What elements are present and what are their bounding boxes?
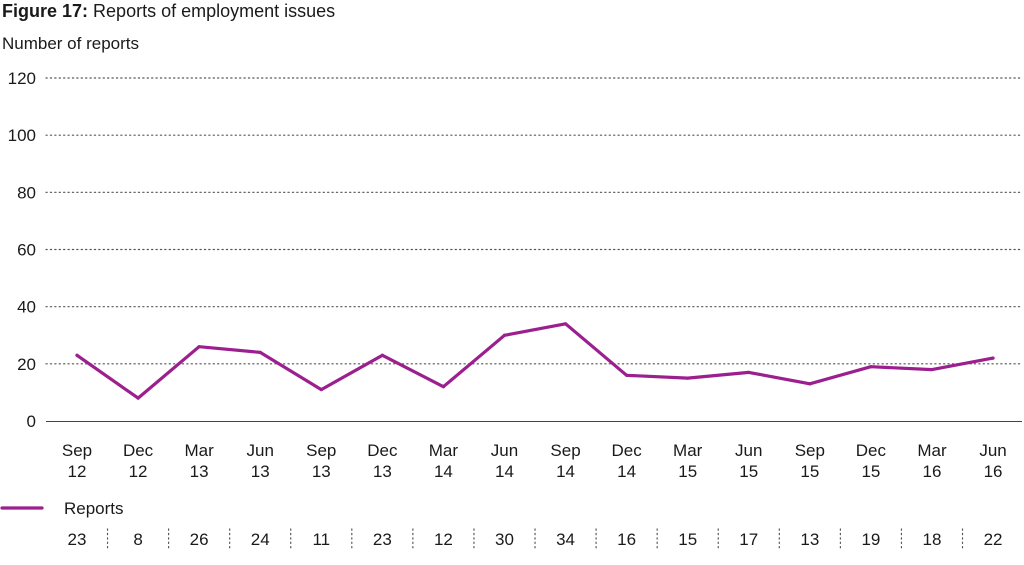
data-table-value: 8 — [133, 530, 142, 549]
data-point — [625, 373, 629, 377]
data-point — [869, 365, 873, 369]
data-point — [930, 367, 934, 372]
x-tick-label: Mar 16 — [917, 441, 947, 481]
x-tick-label: Mar 14 — [429, 441, 459, 481]
data-table-value: 34 — [556, 530, 575, 549]
x-tick-label: Jun 15 — [735, 441, 762, 481]
data-table-value: 17 — [739, 530, 758, 549]
data-point — [808, 382, 812, 386]
x-tick-label: Dec 14 — [612, 441, 643, 481]
data-point — [563, 322, 568, 326]
x-tick-label: Dec 12 — [123, 441, 154, 481]
data-point — [991, 356, 995, 360]
x-tick-label: Sep 13 — [306, 441, 336, 481]
x-tick-label: Dec 15 — [856, 441, 887, 481]
data-point — [747, 370, 751, 375]
y-tick-label-60: 60 — [17, 241, 36, 260]
x-tick-label: Mar 13 — [184, 441, 214, 481]
series-line-reports — [75, 322, 995, 400]
data-table-value: 23 — [373, 530, 392, 549]
data-table-value: 30 — [495, 530, 514, 549]
data-point — [686, 376, 690, 380]
data-point — [319, 387, 323, 392]
data-table-value: 22 — [984, 530, 1003, 549]
data-table-value: 18 — [923, 530, 942, 549]
x-tick-label: Mar 15 — [673, 441, 703, 481]
data-table-value: 23 — [68, 530, 87, 549]
data-point — [75, 353, 79, 357]
data-point — [502, 333, 507, 337]
y-tick-label-100: 100 — [8, 126, 36, 145]
x-tick-label: Sep 12 — [62, 441, 92, 481]
x-tick-label: Sep 15 — [795, 441, 825, 481]
y-tick-label-20: 20 — [17, 355, 36, 374]
data-point — [380, 353, 384, 357]
y-tick-label-40: 40 — [17, 298, 36, 317]
data-table-value: 19 — [861, 530, 880, 549]
data-point — [258, 350, 262, 354]
legend-label-reports: Reports — [64, 499, 124, 518]
data-table-value: 24 — [251, 530, 270, 549]
y-tick-label-80: 80 — [17, 183, 36, 202]
x-tick-label: Jun 16 — [979, 441, 1006, 481]
x-tick-label: Sep 14 — [550, 441, 580, 481]
data-point — [441, 385, 446, 389]
figure-label: Figure 17: — [2, 1, 89, 21]
y-tick-label-0: 0 — [27, 412, 36, 431]
y-tick-label-120: 120 — [8, 69, 36, 88]
data-table-value: 13 — [800, 530, 819, 549]
y-axis-label: Number of reports — [2, 34, 139, 53]
chart-title: Figure 17: Reports of employment issues — [2, 1, 335, 22]
x-tick-label: Jun 13 — [246, 441, 273, 481]
data-table-value: 26 — [190, 530, 209, 549]
data-table-value: 11 — [312, 530, 330, 549]
data-table-value: 12 — [434, 530, 453, 549]
x-tick-label: Jun 14 — [491, 441, 518, 481]
figure-title: Reports of employment issues — [93, 1, 336, 21]
data-table-value: 16 — [617, 530, 636, 549]
data-point — [197, 345, 201, 349]
data-point — [136, 396, 140, 400]
data-table-value: 15 — [678, 530, 697, 549]
x-tick-label: Dec 13 — [367, 441, 398, 481]
